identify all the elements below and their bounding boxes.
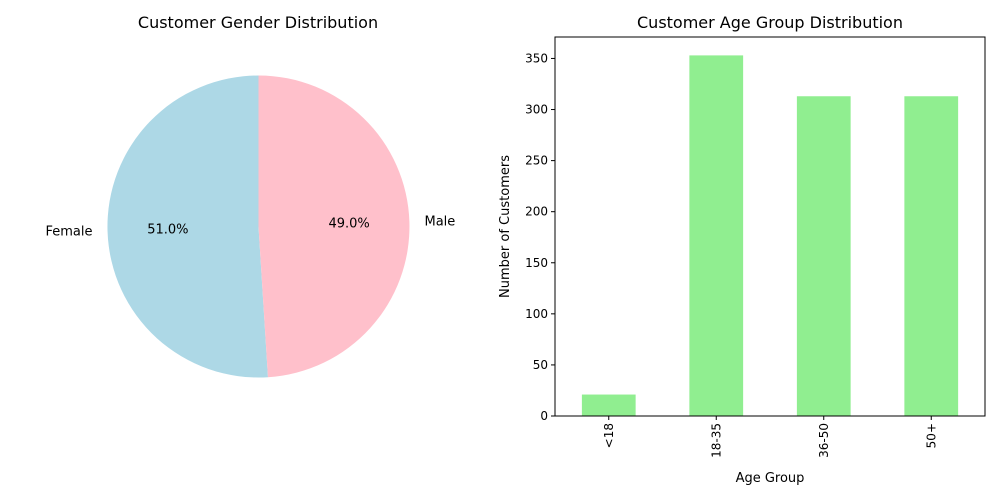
bar-50 xyxy=(904,96,959,416)
pie-chart: Customer Gender Distribution Female 51.0%… xyxy=(45,13,455,378)
pie-slice-male xyxy=(258,75,410,378)
x-axis-ticks: <18 18-35 36-50 50+ xyxy=(602,416,938,458)
bar-chart: Customer Age Group Distribution 0 50 100 15… xyxy=(498,13,986,486)
y-tick-label: 200 xyxy=(525,205,548,219)
pie-label-male: Male xyxy=(425,214,456,229)
bar-marks xyxy=(581,55,959,416)
y-tick-label: 300 xyxy=(525,103,548,117)
bar-18 xyxy=(581,394,636,416)
x-tick-label: 36-50 xyxy=(817,423,831,458)
bar-36-50 xyxy=(796,96,851,416)
y-axis-label: Number of Customers xyxy=(498,155,513,298)
pie-percent-female: 51.0% xyxy=(147,222,188,237)
y-tick-label: 50 xyxy=(533,358,548,372)
x-axis-label: Age Group xyxy=(736,471,805,486)
plot-frame xyxy=(554,36,986,417)
bar-chart-title: Customer Age Group Distribution xyxy=(637,13,903,32)
x-tick-label: <18 xyxy=(602,423,616,448)
bar-18-35 xyxy=(689,55,744,416)
y-axis-ticks: 0 50 100 150 200 250 300 350 xyxy=(525,51,555,423)
y-tick-label: 250 xyxy=(525,154,548,168)
pie-slice-female xyxy=(107,75,268,378)
pie-slices: Female 51.0% Male 49.0% xyxy=(45,75,456,378)
x-tick-label: 50+ xyxy=(924,423,938,448)
pie-label-female: Female xyxy=(45,225,92,240)
y-tick-label: 0 xyxy=(540,409,548,423)
pie-chart-title: Customer Gender Distribution xyxy=(138,13,378,32)
pie-percent-male: 49.0% xyxy=(328,217,369,232)
y-tick-label: 150 xyxy=(525,256,548,270)
y-tick-label: 100 xyxy=(525,307,548,321)
y-tick-label: 350 xyxy=(525,51,548,65)
x-tick-label: 18-35 xyxy=(709,423,723,458)
